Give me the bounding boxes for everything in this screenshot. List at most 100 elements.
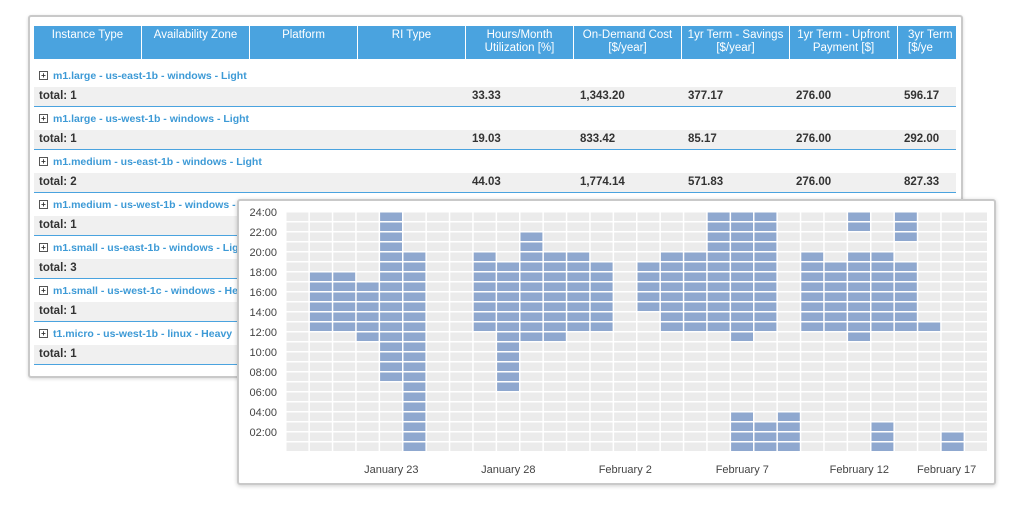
group-row[interactable]: + m1.large - us-east-1b - windows - Light (34, 64, 956, 87)
heatmap-cell-empty (660, 382, 683, 391)
heatmap-cell-empty (894, 332, 917, 341)
group-name-link[interactable]: m1.large - us-west-1b - windows - Light (53, 112, 250, 125)
heatmap-cell-active (824, 272, 847, 281)
column-header-1yr-savings[interactable]: 1yr Term - Savings [$/year] (682, 26, 790, 59)
heatmap-cell-empty (590, 392, 613, 401)
heatmap-cell-active (309, 272, 332, 281)
heatmap-cell-empty (941, 402, 964, 411)
column-header-instance-type[interactable]: Instance Type (34, 26, 142, 59)
heatmap-cell-empty (567, 382, 590, 391)
heatmap-cell-empty (941, 322, 964, 331)
group-name-link[interactable]: m1.medium - us-east-1b - windows - Light (53, 155, 262, 168)
expand-icon[interactable]: + (39, 286, 48, 295)
heatmap-cell-active (894, 212, 917, 221)
column-header-platform[interactable]: Platform (250, 26, 358, 59)
heatmap-cell-empty (567, 372, 590, 381)
heatmap-cell-empty (965, 412, 987, 421)
group-row[interactable]: + m1.large - us-west-1b - windows - Light (34, 107, 956, 130)
group-row[interactable]: + m1.medium - us-west-1b - windows - Ligh… (34, 193, 956, 216)
expand-icon[interactable]: + (39, 71, 48, 80)
heatmap-cell-empty (450, 372, 473, 381)
heatmap-cell-active (403, 432, 426, 441)
heatmap-cell-empty (824, 212, 847, 221)
heatmap-cell-active (707, 282, 730, 291)
heatmap-cell-empty (450, 442, 473, 451)
expand-icon[interactable]: + (39, 200, 48, 209)
expand-icon[interactable]: + (39, 157, 48, 166)
expand-icon[interactable]: + (39, 114, 48, 123)
group-row[interactable]: + m1.medium - us-east-1b - windows - Ligh… (34, 150, 956, 173)
column-header-on-demand-cost[interactable]: On-Demand Cost [$/year] (574, 26, 682, 59)
heatmap-cell-empty (450, 212, 473, 221)
group-name-link[interactable]: m1.small - us-east-1b - windows - Light (53, 241, 249, 254)
y-axis-tick-label: 16:00 (249, 287, 277, 299)
heatmap-cell-active (473, 292, 496, 301)
heatmap-cell-empty (707, 412, 730, 421)
group-row[interactable]: + m1.small - us-west-1c - windows - Heavy (34, 279, 956, 302)
heatmap-cell-active (497, 292, 519, 301)
heatmap-cell-empty (356, 442, 379, 451)
heatmap-cell-empty (543, 372, 566, 381)
heatmap-cell-empty (286, 302, 309, 311)
heatmap-cell-empty (894, 432, 917, 441)
group-name-link[interactable]: t1.micro - us-west-1b - linux - Heavy (53, 327, 233, 340)
group-name-link[interactable]: m1.small - us-west-1c - windows - Heavy (53, 284, 256, 297)
heatmap-cell-active (848, 292, 870, 301)
heatmap-cell-empty (520, 412, 543, 421)
heatmap-cell-empty (403, 232, 426, 241)
group-row[interactable]: + t1.micro - us-west-1b - linux - Heavy (34, 322, 956, 345)
heatmap-cell-empty (309, 442, 332, 451)
x-axis-tick-label: January 23 (364, 464, 418, 476)
heatmap-cell-empty (450, 262, 473, 271)
heatmap-cell-active (520, 322, 543, 331)
heatmap-cell-empty (426, 302, 449, 311)
usage-heatmap-chart: 02:00 04:00 06:00 08:00 10:00 12:00 14:00 16:00… (249, 207, 987, 476)
heatmap-cell-active (871, 442, 894, 451)
heatmap-cell-empty (520, 352, 543, 361)
heatmap-cell-empty (309, 332, 332, 341)
heatmap-cell-active (894, 322, 917, 331)
heatmap-cell-empty (614, 422, 636, 431)
heatmap-cell-empty (965, 302, 987, 311)
y-axis-tick-label: 14:00 (249, 307, 277, 319)
heatmap-cell-empty (286, 252, 309, 261)
heatmap-cell-active (403, 422, 426, 431)
heatmap-cell-empty (614, 282, 636, 291)
group-name-link[interactable]: m1.medium - us-west-1b - windows - Light (53, 198, 265, 211)
heatmap-cell-empty (590, 372, 613, 381)
heatmap-cell-empty (965, 372, 987, 381)
heatmap-cell-empty (731, 342, 753, 351)
heatmap-cell-empty (333, 402, 356, 411)
heatmap-cell-active (380, 352, 402, 361)
heatmap-cell-empty (941, 312, 964, 321)
heatmap-cell-empty (286, 352, 309, 361)
heatmap-cell-empty (614, 372, 636, 381)
heatmap-cell-empty (614, 252, 636, 261)
heatmap-cell-empty (614, 412, 636, 421)
expand-icon[interactable]: + (39, 243, 48, 252)
heatmap-cell-empty (707, 342, 730, 351)
heatmap-cell-empty (871, 332, 894, 341)
group-row[interactable]: + m1.small - us-east-1b - windows - Light (34, 236, 956, 259)
heatmap-cell-empty (894, 412, 917, 421)
heatmap-cell-empty (450, 432, 473, 441)
group-name-link[interactable]: m1.large - us-east-1b - windows - Light (53, 69, 247, 82)
heatmap-cell-empty (941, 262, 964, 271)
column-header-3yr-term[interactable]: 3yr Term [$/ye (898, 26, 956, 59)
heatmap-cell-empty (777, 312, 800, 321)
column-header-availability-zone[interactable]: Availability Zone (142, 26, 250, 59)
heatmap-cell-empty (941, 412, 964, 421)
heatmap-cell-active (567, 292, 590, 301)
expand-icon[interactable]: + (39, 329, 48, 338)
column-header-utilization[interactable]: Hours/Month Utilization [%] (466, 26, 574, 59)
heatmap-cell-empty (520, 372, 543, 381)
column-header-1yr-upfront[interactable]: 1yr Term - Upfront Payment [$] (790, 26, 898, 59)
heatmap-cell-empty (871, 342, 894, 351)
heatmap-cell-active (380, 242, 402, 251)
heatmap-cell-empty (590, 362, 613, 371)
heatmap-cell-empty (824, 372, 847, 381)
column-header-ri-type[interactable]: RI Type (358, 26, 466, 59)
heatmap-cell-empty (660, 232, 683, 241)
total-count: total: 1 (39, 133, 77, 145)
heatmap-cell-empty (637, 362, 660, 371)
